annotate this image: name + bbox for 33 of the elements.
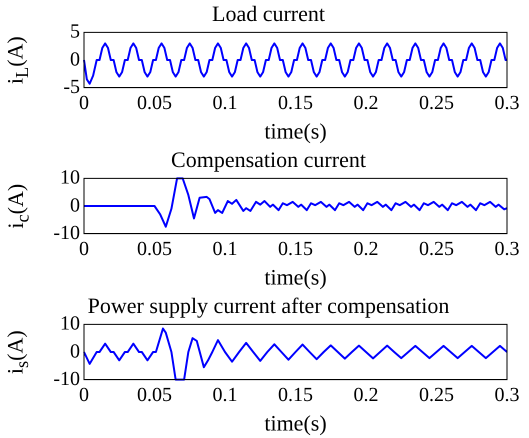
chart-title: Power supply current after compensation — [88, 292, 450, 318]
x-tick-label: 0.15 — [278, 92, 313, 114]
x-tick-label: 0.05 — [137, 238, 172, 260]
x-tick-label: 0.1 — [212, 238, 238, 260]
x-tick-label: 0.25 — [419, 238, 454, 260]
x-tick-label: 0.15 — [278, 238, 313, 260]
x-tick-label: 0.05 — [137, 384, 172, 406]
x-tick-label: 0.3 — [494, 92, 520, 114]
x-tick-label: 0.3 — [494, 384, 520, 406]
x-axis-title: time(s) — [264, 264, 327, 290]
x-tick-label: 0.1 — [212, 384, 238, 406]
x-axis-title: time(s) — [264, 118, 327, 144]
y-tick-label: 0 — [70, 194, 80, 216]
y-tick-label: 10 — [60, 312, 80, 335]
x-tick-label: 0.2 — [354, 238, 378, 260]
x-axis-title: time(s) — [264, 410, 327, 436]
y-tick-label: 10 — [60, 166, 80, 189]
x-tick-label: 0.25 — [419, 92, 454, 114]
y-tick-label: -10 — [53, 368, 80, 390]
chart-title: Compensation current — [171, 146, 366, 172]
x-tick-label: 0.05 — [137, 92, 172, 114]
y-tick-label: -5 — [63, 76, 80, 98]
y-tick-label: 0 — [70, 340, 80, 362]
x-tick-label: 0.15 — [278, 384, 313, 406]
chart-title: Load current — [212, 0, 325, 26]
y-tick-label: 0 — [70, 48, 80, 70]
x-tick-label: 0.25 — [419, 384, 454, 406]
y-tick-label: -10 — [53, 222, 80, 244]
x-tick-label: 0.1 — [212, 92, 238, 114]
x-tick-label: 0.3 — [494, 238, 520, 260]
y-tick-label: 5 — [70, 20, 80, 43]
x-tick-label: 0.2 — [354, 92, 378, 114]
x-tick-label: 0.2 — [354, 384, 378, 406]
